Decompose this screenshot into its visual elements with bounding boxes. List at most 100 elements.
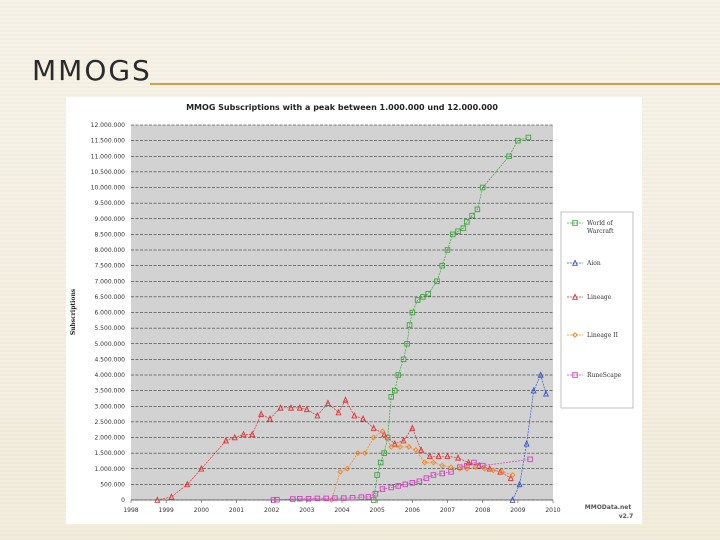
data-point-lineage-ii	[439, 462, 446, 469]
data-point-world-of-warcraft	[444, 247, 451, 253]
data-point-lineage	[314, 411, 321, 419]
x-tick-label: 1998	[123, 507, 138, 514]
data-point-runescape	[388, 484, 394, 491]
data-point-aion	[516, 480, 523, 488]
series-line-lineage-ii	[331, 430, 513, 501]
data-point-lineage	[240, 430, 247, 438]
data-point-aion	[523, 439, 530, 447]
watermark-site: MMOData.net	[585, 504, 632, 511]
data-point-lineage-ii	[509, 472, 516, 478]
data-point-runescape	[423, 475, 430, 481]
data-point-world-of-warcraft	[414, 297, 421, 303]
data-point-world-of-warcraft	[381, 450, 387, 456]
y-tick-label: 7.000.000	[94, 278, 125, 285]
x-tick-label: 2006	[405, 507, 420, 514]
y-tick-label: 7.500.000	[94, 263, 125, 270]
data-point-world-of-warcraft	[439, 262, 445, 269]
data-point-lineage	[486, 464, 493, 472]
data-point-runescape	[430, 472, 437, 478]
x-tick-label: 2004	[334, 507, 349, 514]
data-point-runescape	[416, 478, 423, 485]
data-point-lineage	[507, 474, 514, 481]
chart-frame: MMOG Subscriptions with a peak between 1…	[66, 97, 642, 524]
data-point-lineage-ii	[370, 434, 377, 441]
data-point-lineage-ii	[337, 468, 344, 475]
data-point-lineage	[198, 464, 205, 472]
data-point-lineage-ii	[430, 459, 437, 466]
data-point-world-of-warcraft	[460, 225, 467, 231]
data-point-world-of-warcraft	[374, 472, 380, 478]
data-point-world-of-warcraft	[469, 212, 475, 219]
data-point-lineage	[409, 424, 416, 431]
data-point-world-of-warcraft	[384, 434, 391, 441]
data-point-runescape	[464, 462, 470, 469]
slide-title: MMOGS	[32, 54, 152, 87]
data-point-lineage	[154, 496, 161, 503]
y-tick-label: 9.000.000	[94, 216, 125, 223]
x-tick-label: 2000	[194, 507, 209, 514]
x-tick-label: 2008	[475, 507, 490, 514]
data-point-lineage	[400, 436, 407, 444]
series-line-world-of-warcraft	[373, 137, 529, 501]
data-point-lineage-ii	[405, 443, 412, 450]
data-point-lineage-ii	[379, 428, 386, 435]
y-tick-label: 4.000.000	[94, 372, 125, 379]
data-point-runescape	[290, 496, 296, 502]
title-rule	[150, 83, 720, 85]
data-point-runescape	[402, 481, 409, 488]
data-point-runescape	[448, 469, 454, 475]
data-point-lineage	[426, 452, 433, 459]
data-point-runescape	[314, 495, 321, 502]
data-point-world-of-warcraft	[525, 134, 532, 141]
data-point-runescape	[323, 495, 329, 502]
y-tick-label: 12.000.000	[91, 122, 126, 129]
data-point-aion	[542, 389, 549, 397]
y-tick-label: 2.000.000	[94, 435, 125, 442]
data-point-lineage	[324, 399, 331, 406]
watermark-version: v2.7	[619, 513, 634, 520]
series-line-lineage	[157, 399, 511, 501]
data-point-lineage	[360, 414, 367, 422]
data-point-lineage	[418, 446, 425, 453]
data-point-lineage	[370, 424, 377, 431]
chart-title: MMOG Subscriptions with a peak between 1…	[186, 103, 498, 112]
y-axis-label: Subscriptions	[70, 288, 77, 335]
x-tick-label: 2010	[545, 507, 560, 514]
data-point-lineage	[381, 430, 388, 438]
data-point-lineage	[249, 430, 256, 438]
data-point-world-of-warcraft	[464, 219, 470, 225]
data-point-lineage-ii	[397, 443, 403, 450]
y-tick-label: 3.000.000	[94, 403, 125, 410]
data-point-aion	[509, 496, 516, 503]
data-point-world-of-warcraft	[479, 184, 486, 191]
data-point-runescape	[471, 459, 477, 466]
data-point-lineage	[222, 436, 229, 444]
data-point-world-of-warcraft	[404, 340, 410, 347]
legend-marker	[572, 332, 578, 338]
y-tick-label: 1.000.000	[94, 466, 125, 473]
data-point-runescape	[358, 494, 365, 500]
series-line-runescape	[273, 459, 531, 501]
data-point-lineage	[444, 452, 451, 459]
series-line-aion	[512, 373, 547, 501]
data-point-runescape	[332, 495, 338, 501]
y-tick-label: 9.500.000	[94, 200, 125, 207]
y-tick-label: 5.500.000	[94, 325, 125, 332]
y-tick-label: 0	[121, 497, 125, 504]
y-tick-label: 1.500.000	[94, 450, 125, 457]
data-point-world-of-warcraft	[395, 372, 402, 378]
y-tick-label: 6.000.000	[94, 310, 125, 317]
legend-marker	[571, 293, 579, 300]
data-point-world-of-warcraft	[434, 278, 440, 284]
y-tick-label: 500.000	[100, 481, 125, 488]
data-point-lineage	[258, 410, 265, 417]
data-point-world-of-warcraft	[455, 228, 461, 234]
legend-label: Lineage II	[587, 332, 619, 339]
x-tick-label: 2009	[510, 507, 525, 514]
y-axis-ticks: 0 500.000 1.000.000 1.500.000 2.000.000 2.500…	[91, 122, 126, 504]
data-point-aion	[530, 386, 537, 394]
y-tick-label: 10.500.000	[91, 169, 126, 176]
data-point-world-of-warcraft	[406, 322, 413, 328]
data-point-runescape	[409, 480, 416, 486]
y-tick-label: 4.500.000	[94, 356, 125, 363]
